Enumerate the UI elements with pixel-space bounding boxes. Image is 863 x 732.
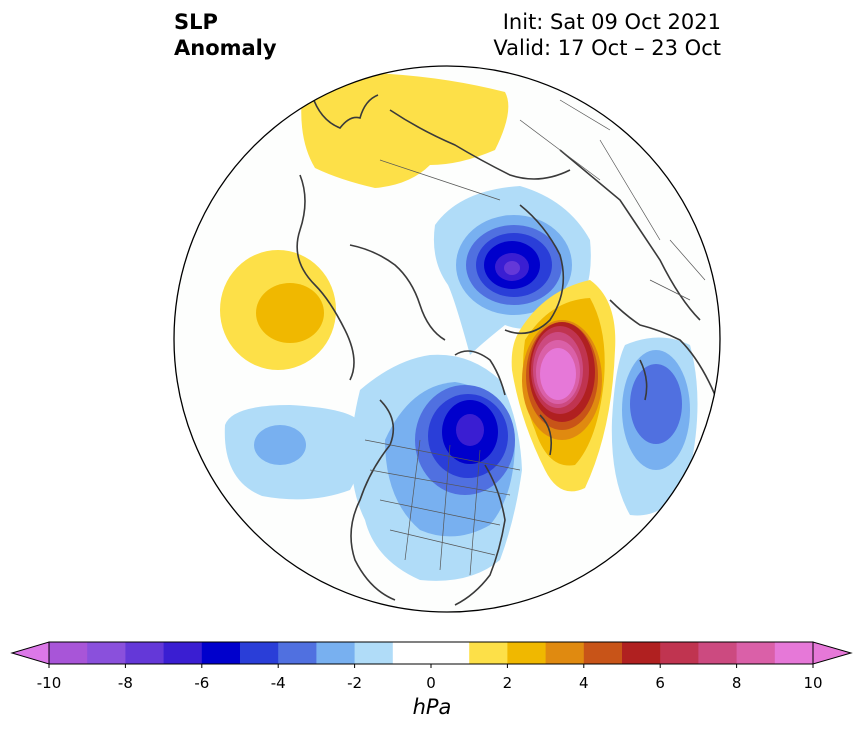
colorbar-segment (469, 642, 508, 664)
colorbar-segment (49, 642, 88, 664)
colorbar-segment (316, 642, 356, 664)
colorbar-ticks (48, 664, 814, 668)
colorbar-segment (240, 642, 279, 664)
colorbar-segment (201, 642, 241, 664)
colorbar-extend-over (812, 641, 853, 665)
colorbar-tick-label: -10 (36, 674, 62, 692)
colorbar-tick-label: -4 (270, 674, 286, 692)
title-line-2: Anomaly (174, 36, 277, 60)
colorbar-segment (87, 642, 126, 664)
init-date: Init: Sat 09 Oct 2021 (502, 10, 721, 34)
colorbar-segment (354, 642, 394, 664)
anomaly-high-west (220, 250, 336, 370)
colorbar-segment (698, 642, 738, 664)
polar-map (173, 65, 721, 613)
colorbar-tick-label: 4 (579, 674, 589, 692)
anomaly-low-europe (611, 337, 698, 516)
colorbar-segment (774, 642, 813, 664)
colorbar-tick-label: 10 (803, 674, 823, 692)
title-line-1: SLP (174, 10, 218, 34)
anomaly-low-pacific (224, 405, 362, 500)
valid-range: Valid: 17 Oct – 23 Oct (493, 36, 721, 60)
colorbar-segment (125, 642, 165, 664)
colorbar-segment (622, 642, 661, 664)
map-title: SLP Anomaly (174, 9, 277, 61)
map-boundary (173, 65, 721, 613)
borders (364, 99, 706, 576)
colorbar-segment (545, 642, 585, 664)
anomaly-high-atlantic (511, 280, 616, 492)
anomaly-high-north (301, 73, 509, 188)
colorbar-segment (163, 642, 203, 664)
colorbar-segment (392, 642, 470, 664)
coastlines (296, 94, 716, 606)
colorbar-tick-label: 2 (502, 674, 513, 692)
colorbar-segment (736, 642, 776, 664)
colorbar-tick-label: -6 (194, 674, 210, 692)
colorbar-segments (10, 641, 853, 665)
colorbar-tick-label: 6 (655, 674, 665, 692)
colorbar-segment (660, 642, 699, 664)
colorbar-segment (583, 642, 623, 664)
date-info: Init: Sat 09 Oct 2021 Valid: 17 Oct – 23… (493, 9, 721, 61)
colorbar-segment (507, 642, 547, 664)
colorbar-segment (278, 642, 317, 664)
colorbar-tick-label: 8 (731, 674, 742, 692)
anomaly-field (220, 73, 716, 606)
colorbar-unit: hPa (412, 695, 452, 719)
anomaly-low-canada (351, 354, 522, 581)
colorbar-tick-label: -8 (117, 674, 133, 692)
colorbar-tick-label: -2 (347, 674, 363, 692)
colorbar (10, 641, 853, 668)
colorbar-extend-under (10, 641, 50, 665)
colorbar-tick-label: 0 (426, 674, 436, 692)
